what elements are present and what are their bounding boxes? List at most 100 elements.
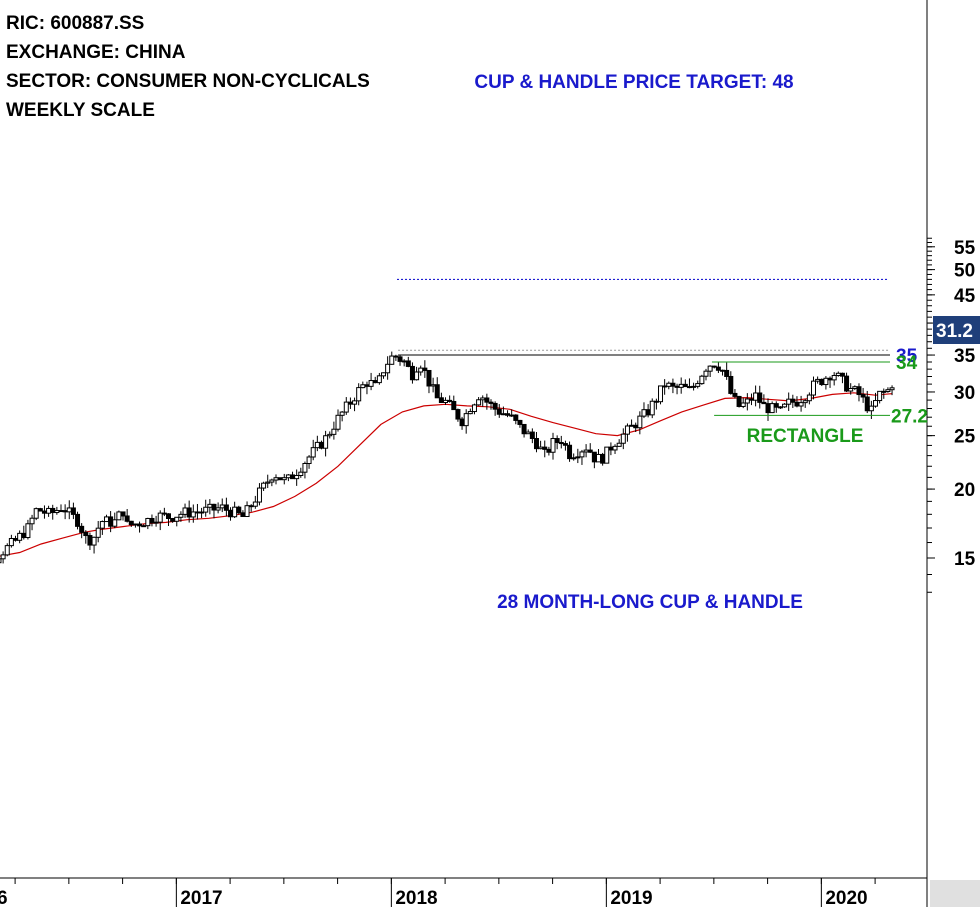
x-tick-label: 2016	[0, 888, 8, 907]
candle	[542, 440, 548, 458]
candle-body	[219, 504, 225, 509]
candle	[525, 429, 531, 435]
candle-body	[174, 516, 180, 522]
y-tick-label: 25	[954, 427, 976, 448]
candle	[835, 371, 841, 377]
candle-body	[558, 441, 564, 445]
candle-body	[25, 523, 31, 539]
candle-body	[356, 387, 362, 402]
candle-body	[662, 385, 668, 388]
candle	[0, 551, 6, 564]
candle	[670, 378, 676, 394]
candle-body	[120, 511, 126, 517]
candle	[256, 483, 262, 506]
candle-body	[645, 409, 651, 416]
candle-body	[277, 477, 283, 481]
candle-body	[83, 531, 89, 537]
candle	[265, 474, 271, 489]
ticker-info: RIC: 600887.SS EXCHANGE: CHINA SECTOR: C…	[6, 9, 370, 125]
candle-body	[492, 402, 498, 410]
level-label: 34	[896, 353, 918, 374]
candle-body	[695, 383, 701, 387]
candle	[430, 377, 436, 393]
candle-body	[248, 505, 254, 508]
candle-body	[641, 409, 647, 417]
candle	[290, 471, 296, 480]
candle-body	[294, 474, 300, 480]
candle	[137, 521, 143, 533]
candle-body	[397, 356, 403, 362]
candle	[360, 381, 366, 389]
candle	[397, 354, 403, 366]
candle-body	[571, 457, 577, 460]
candle-body	[298, 471, 304, 476]
candle	[310, 439, 316, 461]
candle-body	[426, 369, 432, 387]
candle-body	[41, 510, 47, 514]
candle	[852, 385, 858, 391]
rectangle-annotation: RECTANGLE	[747, 426, 864, 447]
y-tick-label: 35	[954, 346, 976, 367]
candle	[720, 369, 726, 376]
candle	[182, 503, 188, 518]
candle	[757, 385, 763, 409]
candle-body	[0, 558, 2, 564]
candle	[4, 543, 10, 557]
candle-body	[798, 402, 804, 407]
candle	[736, 395, 742, 408]
candle-body	[839, 372, 845, 377]
exchange-label: EXCHANGE: CHINA	[6, 42, 186, 63]
candle	[409, 362, 415, 384]
candle-body	[579, 451, 585, 458]
candle	[281, 473, 287, 485]
candle-body	[525, 431, 531, 435]
candle	[339, 410, 345, 422]
candle	[480, 395, 486, 407]
candle-body	[215, 507, 221, 511]
candle	[753, 385, 759, 407]
candle	[87, 532, 93, 551]
candle-body	[612, 445, 618, 451]
candle	[269, 478, 275, 487]
candle-body	[393, 355, 399, 358]
candle-body	[529, 431, 535, 439]
candle-body	[505, 413, 511, 416]
candle	[298, 467, 304, 478]
candle	[58, 504, 64, 513]
candle-body	[178, 513, 184, 518]
candle-body	[13, 538, 19, 541]
candle	[368, 372, 374, 391]
candle	[99, 520, 105, 535]
candle-body	[223, 504, 229, 511]
candle-body	[244, 505, 250, 518]
candle-body	[70, 507, 76, 515]
candle-body	[699, 375, 705, 385]
candle	[228, 507, 234, 521]
candle-body	[368, 380, 374, 387]
y-tick-label: 15	[954, 549, 976, 570]
level-label: 27.2	[891, 406, 928, 427]
candle	[699, 374, 705, 385]
candle	[488, 399, 494, 410]
candle-body	[331, 428, 337, 435]
candle	[285, 474, 291, 482]
candle-body	[686, 386, 692, 389]
candle	[240, 510, 246, 518]
candle	[145, 517, 151, 530]
candle-body	[521, 423, 527, 435]
candle	[447, 395, 453, 403]
candle	[583, 444, 589, 458]
candle-body	[37, 508, 43, 512]
candle	[848, 383, 854, 395]
candle-body	[54, 510, 60, 514]
candle	[761, 394, 767, 405]
candle-body	[476, 399, 482, 406]
candle-body	[463, 413, 469, 427]
candle	[13, 535, 19, 542]
candle-body	[703, 370, 709, 377]
candle	[331, 421, 337, 440]
candle	[591, 451, 597, 469]
candle	[50, 504, 56, 520]
candle-body	[343, 401, 349, 413]
